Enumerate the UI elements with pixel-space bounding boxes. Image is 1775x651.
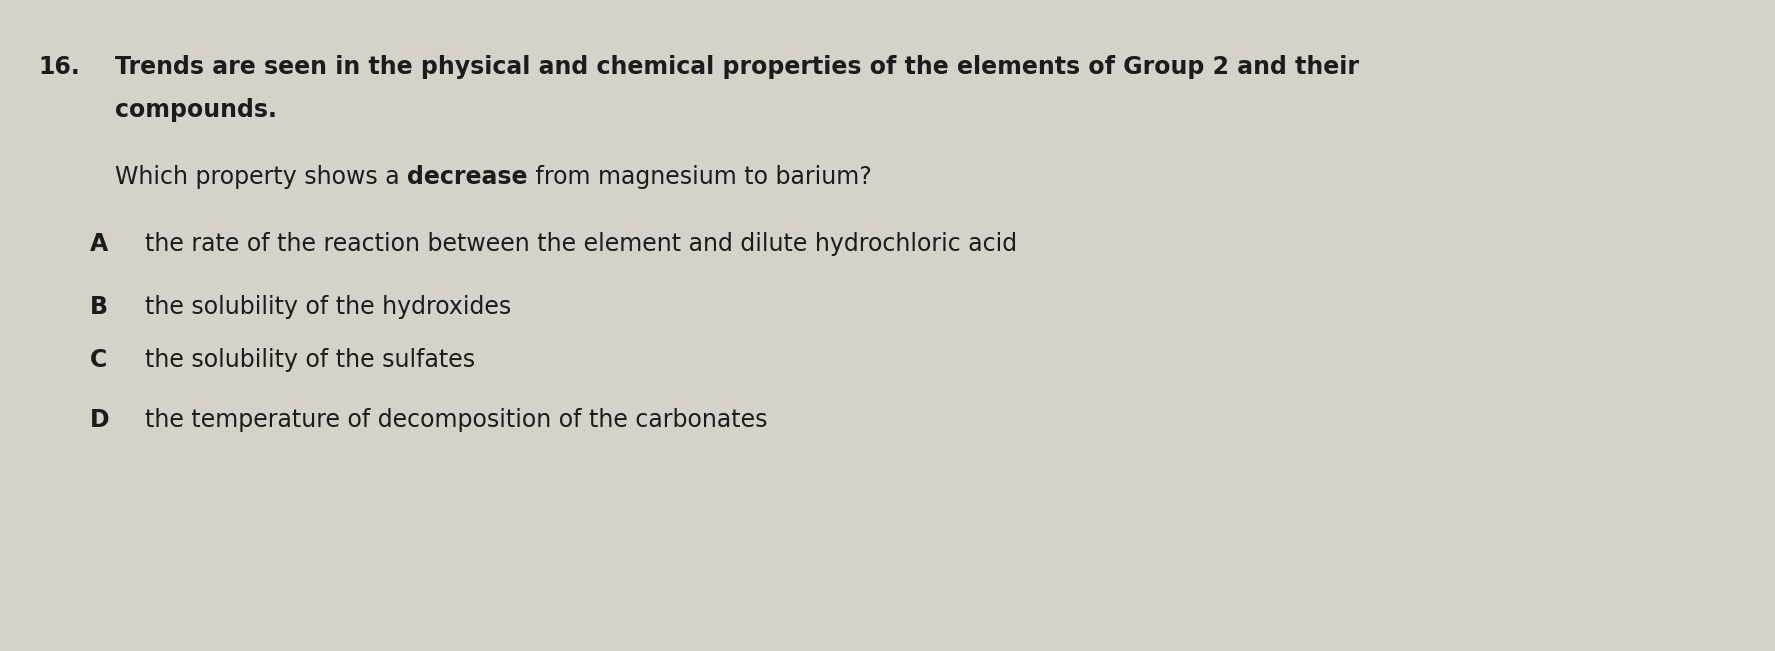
Text: Which property shows a: Which property shows a [115,165,406,189]
Text: the temperature of decomposition of the carbonates: the temperature of decomposition of the … [146,408,767,432]
Text: compounds.: compounds. [115,98,277,122]
Text: Trends are seen in the physical and chemical properties of the elements of Group: Trends are seen in the physical and chem… [115,55,1360,79]
Text: decrease: decrease [406,165,527,189]
Text: 16.: 16. [37,55,80,79]
Text: A: A [91,232,108,256]
Text: the rate of the reaction between the element and dilute hydrochloric acid: the rate of the reaction between the ele… [146,232,1017,256]
Text: the solubility of the hydroxides: the solubility of the hydroxides [146,295,511,319]
Text: B: B [91,295,108,319]
Text: from magnesium to barium?: from magnesium to barium? [527,165,872,189]
Text: D: D [91,408,110,432]
Text: C: C [91,348,106,372]
Text: the solubility of the sulfates: the solubility of the sulfates [146,348,476,372]
